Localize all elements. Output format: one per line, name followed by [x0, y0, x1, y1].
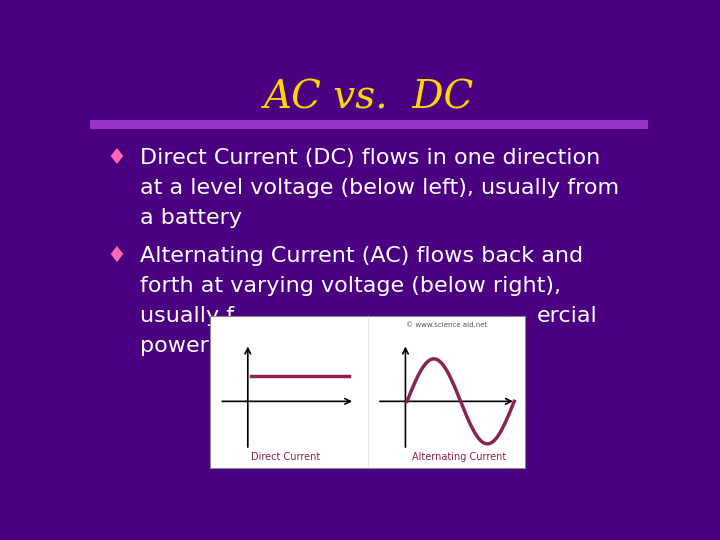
Text: © www.science aid.net: © www.science aid.net: [406, 322, 487, 328]
Text: Alternating Current: Alternating Current: [412, 452, 506, 462]
FancyBboxPatch shape: [90, 120, 648, 129]
Text: Direct Current (DC) flows in one direction: Direct Current (DC) flows in one directi…: [140, 148, 600, 168]
Text: forth at varying voltage (below right),: forth at varying voltage (below right),: [140, 276, 561, 296]
Text: ♦: ♦: [107, 246, 127, 266]
Text: usually f: usually f: [140, 306, 234, 326]
Text: at a level voltage (below left), usually from: at a level voltage (below left), usually…: [140, 178, 619, 198]
Text: ♦: ♦: [107, 148, 127, 168]
Text: power so: power so: [140, 336, 241, 356]
Text: ercial: ercial: [536, 306, 597, 326]
Text: a battery: a battery: [140, 208, 242, 228]
Text: Alternating Current (AC) flows back and: Alternating Current (AC) flows back and: [140, 246, 583, 266]
Text: Direct Current: Direct Current: [251, 452, 320, 462]
FancyBboxPatch shape: [210, 316, 526, 468]
Text: AC vs.  DC: AC vs. DC: [264, 79, 474, 117]
